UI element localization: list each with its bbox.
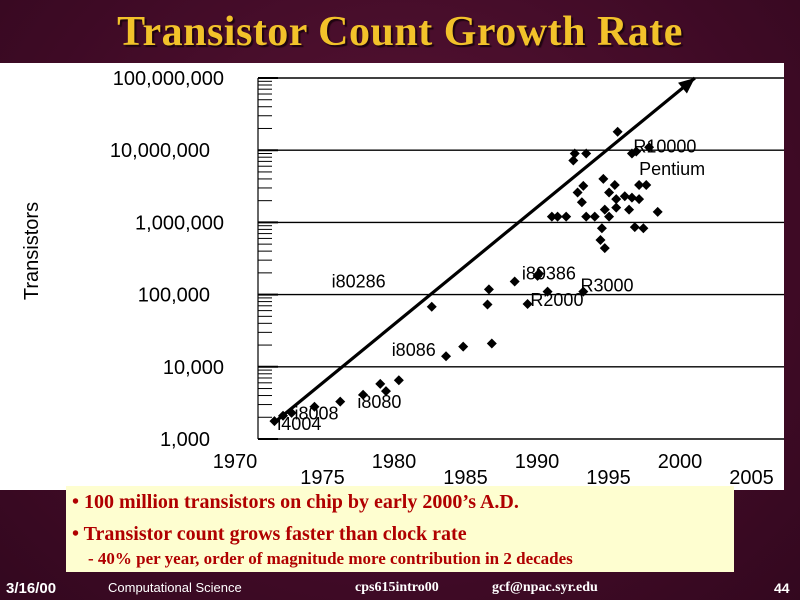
data-point [611, 194, 622, 205]
data-point [309, 401, 320, 412]
chart-panel: 1,000 10,000 100,000 1,000,000 10,000,000 100… [0, 63, 784, 490]
data-point [578, 286, 589, 297]
data-point [599, 243, 610, 254]
data-point [611, 202, 622, 213]
sub-bullet: - 40% per year, order of magnitude more … [88, 549, 573, 568]
data-point [644, 142, 655, 153]
data-point [380, 386, 391, 397]
data-point [286, 407, 297, 418]
data-point [604, 211, 615, 222]
y-tick-label: 1,000 [160, 429, 210, 451]
data-point [598, 173, 609, 184]
data-point [652, 206, 663, 217]
data-point [426, 301, 437, 312]
y-tick-label: 100,000,000 [113, 68, 224, 90]
data-point [578, 180, 589, 191]
data-point [393, 375, 404, 386]
data-point [441, 351, 452, 362]
x-tick-label: 2000 [658, 451, 703, 473]
data-point [482, 299, 493, 310]
points-layer [269, 126, 663, 427]
x-tick-label: 1975 [300, 467, 345, 489]
data-point [612, 126, 623, 137]
x-tick-label: 1990 [515, 451, 560, 473]
data-point [458, 341, 469, 352]
footer-email: gcf@npac.syr.edu [492, 580, 598, 595]
bullet-box: • 100 million transistors on chip by ear… [66, 486, 734, 572]
point-annotation: i80286 [332, 271, 386, 291]
minor-ticks-layer [258, 80, 272, 418]
data-point [552, 211, 563, 222]
y-axis-label: Transistors [21, 202, 43, 300]
bullet-2: • Transistor count grows faster than clo… [72, 523, 467, 545]
x-tick-label: 1985 [443, 467, 488, 489]
trend-arrowhead [678, 78, 695, 94]
data-point [619, 191, 630, 202]
footer-file: cps615intro00 [355, 580, 439, 595]
data-point [629, 222, 640, 233]
data-point [568, 155, 579, 166]
data-point [483, 284, 494, 295]
y-tick-label: 1,000,000 [135, 212, 224, 234]
x-tick-label: 2005 [729, 467, 774, 489]
x-tick-label: 1970 [213, 451, 258, 473]
point-annotation: i80386 [522, 263, 576, 283]
point-annotation: i8080 [357, 392, 401, 412]
data-point [572, 187, 583, 198]
data-point [634, 179, 645, 190]
trend-layer [273, 76, 696, 424]
y-tick-label: 10,000,000 [110, 140, 210, 162]
footer-date: 3/16/00 [6, 580, 57, 597]
point-annotation: R2000 [530, 290, 583, 310]
transistor-chart: 1,000 10,000 100,000 1,000,000 10,000,000 100… [21, 68, 784, 489]
x-tick-labels: 1970 1975 1980 1985 1990 1995 2000 2005 [213, 451, 774, 489]
trend-line [273, 76, 696, 424]
point-annotation: i4004 [277, 414, 321, 434]
data-point [561, 211, 572, 222]
data-point [269, 416, 280, 427]
y-tick-label: 100,000 [138, 285, 210, 307]
data-point [595, 235, 606, 246]
data-point [486, 338, 497, 349]
data-point [631, 146, 642, 157]
data-point [576, 197, 587, 208]
data-point [624, 204, 635, 215]
point-annotation: i8086 [392, 340, 436, 360]
data-point [278, 410, 289, 421]
slide-title: Transistor Count Growth Rate [117, 9, 683, 55]
data-point [546, 211, 557, 222]
data-point [522, 299, 533, 310]
data-point [581, 148, 592, 159]
y-tick-labels: 1,000 10,000 100,000 1,000,000 10,000,000 100… [110, 68, 224, 451]
data-point [599, 204, 610, 215]
data-point [335, 396, 346, 407]
grid-layer [257, 77, 784, 440]
footer-page-number: 44 [774, 580, 790, 596]
point-annotation: i8008 [294, 404, 338, 424]
data-point [596, 223, 607, 234]
data-point [358, 389, 369, 400]
data-point [509, 276, 520, 287]
bullet-1: • 100 million transistors on chip by ear… [72, 491, 519, 513]
data-point [569, 148, 580, 159]
data-point [542, 286, 553, 297]
point-annotation: R10000 [633, 136, 696, 156]
data-point [638, 223, 649, 234]
x-tick-label: 1995 [586, 467, 631, 489]
point-annotation: R3000 [580, 275, 633, 295]
data-point [609, 179, 620, 190]
y-tick-label: 10,000 [163, 357, 224, 379]
data-point [641, 179, 652, 190]
x-tick-label: 1980 [372, 451, 417, 473]
data-point [604, 187, 615, 198]
data-point [634, 194, 645, 205]
data-point [581, 211, 592, 222]
data-point [626, 192, 637, 203]
data-point [589, 211, 600, 222]
data-point [532, 270, 543, 281]
point-annotation: Pentium [639, 159, 705, 179]
data-point [375, 378, 386, 389]
footer-course: Computational Science [108, 580, 242, 595]
